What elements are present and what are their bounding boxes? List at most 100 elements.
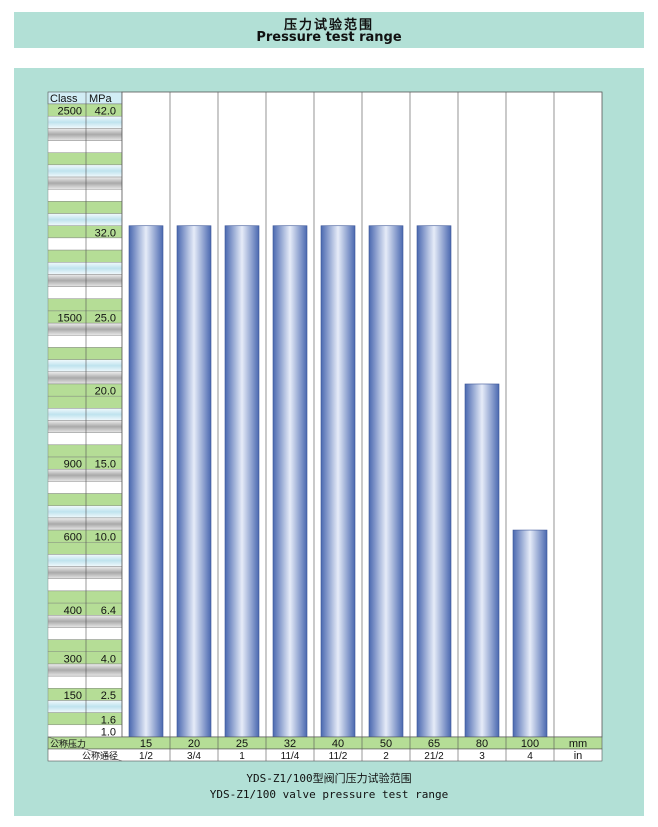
scale-row: [47, 274, 123, 287]
mpa-label-2.5: 2.5: [101, 690, 116, 702]
scale-row: [47, 115, 123, 129]
x-row1-label: 公称压力: [50, 738, 86, 750]
scale-row: [47, 189, 123, 202]
x-tick-in-4: 11/2: [329, 751, 348, 762]
bar-25: [224, 225, 260, 738]
scale-row: [47, 213, 123, 226]
bar-65: [416, 225, 452, 738]
scale-row: [47, 675, 123, 689]
scale-row: [47, 359, 123, 373]
caption-cn: YDS-Z1/100型阀门压力试验范围: [246, 772, 412, 785]
x-tick-in-7: 3: [479, 751, 485, 762]
bar-15: [128, 225, 164, 738]
scale-row: [47, 262, 123, 275]
scale-row: [47, 432, 123, 446]
scale-row: [47, 505, 123, 519]
scale-row: [47, 164, 123, 178]
x-tick-mm-50: 50: [380, 738, 392, 750]
scale-row: [47, 395, 123, 409]
scale-row: [47, 627, 123, 640]
class-label-1500: 1500: [58, 313, 82, 325]
mpa-label-42.0: 42.0: [95, 106, 116, 118]
x-header-diagonal: [47, 736, 123, 762]
x-tick-mm-65: 65: [428, 738, 440, 750]
class-label-2500: 2500: [58, 106, 82, 118]
scale-row: [47, 237, 123, 251]
scale-row: [47, 128, 123, 141]
x-tick-mm-25: 25: [236, 738, 248, 750]
scale-row: [47, 542, 123, 555]
mpa-label-1.6: 1.6: [101, 714, 116, 726]
x-tick-mm-15: 15: [140, 738, 152, 750]
mpa-label-1.0: 1.0: [101, 727, 116, 739]
scale-row: [47, 578, 123, 592]
x-row-in: [47, 748, 603, 762]
scale-row: [47, 420, 123, 433]
x-tick-mm-20: 20: [188, 738, 200, 750]
class-header: Class: [50, 93, 78, 105]
chart-subtitle: Pressure test range: [256, 30, 402, 45]
class-label-600: 600: [64, 532, 82, 544]
scale-row: [47, 249, 123, 263]
labels: Class MPa 2500 42.0 32.0 1500 25.0 20.0 900 15.0 6…: [50, 93, 116, 739]
x-unit-in: in: [574, 750, 583, 762]
scale-row: [47, 286, 123, 299]
bars: [128, 225, 548, 738]
class-label-150: 150: [64, 690, 82, 702]
mpa-label-32.0: 32.0: [95, 227, 116, 239]
x-tick-in-5: 2: [383, 751, 389, 762]
scale-row: [47, 566, 123, 579]
title-band: 压力试验范围 Pressure test range: [14, 12, 644, 48]
scale-row: [47, 371, 123, 385]
scale-row: [47, 444, 123, 458]
scale-row: [47, 615, 123, 628]
scale-row: [47, 481, 123, 494]
scale-row: [47, 590, 123, 604]
scale-row: [47, 347, 123, 360]
scale-row: [47, 639, 123, 652]
scale-row: [47, 176, 123, 190]
mpa-label-6.4: 6.4: [101, 605, 116, 617]
chart-title: 压力试验范围: [283, 18, 374, 33]
bar-80: [464, 383, 500, 738]
scale-row: [47, 663, 123, 677]
class-label-900: 900: [64, 459, 82, 471]
x-tick-mm-40: 40: [332, 738, 344, 750]
x-tick-in-6: 21/2: [424, 751, 444, 762]
scale-row: [47, 298, 123, 312]
bar-50: [368, 225, 404, 738]
scale-row: [47, 152, 123, 166]
x-row2-label: 公称通径: [82, 750, 118, 762]
scale-rows: [47, 91, 123, 738]
caption-en: YDS-Z1/100 valve pressure test range: [209, 788, 449, 801]
x-unit-mm: mm: [569, 738, 587, 750]
scale-row: [47, 140, 123, 153]
mpa-header: MPa: [89, 93, 113, 105]
class-label-400: 400: [64, 605, 82, 617]
scale-row: [47, 493, 123, 506]
x-tick-in-3: 11/4: [281, 751, 300, 762]
x-tick-mm-100: 100: [521, 738, 539, 750]
x-tick-in-2: 1: [239, 751, 245, 762]
x-tick-in-8: 4: [527, 751, 533, 762]
mpa-label-4.0: 4.0: [101, 653, 116, 665]
bar-20: [176, 225, 212, 738]
scale-row: [47, 335, 123, 348]
scale-row: [47, 468, 123, 482]
scale-row: [47, 408, 123, 421]
x-tick-mm-32: 32: [284, 738, 296, 750]
scale-row: [47, 201, 123, 214]
bar-32: [272, 225, 308, 738]
mpa-label-15.0: 15.0: [95, 459, 116, 471]
scale-row: [47, 517, 123, 531]
scale-row: [47, 554, 123, 567]
scale-row: [47, 700, 123, 713]
x-tick-in-1: 3/4: [187, 751, 201, 762]
bar-100: [512, 529, 548, 738]
mpa-label-20.0: 20.0: [95, 386, 116, 398]
x-tick-in-0: 1/2: [139, 751, 153, 762]
x-tick-mm-80: 80: [476, 738, 488, 750]
class-label-300: 300: [64, 653, 82, 665]
